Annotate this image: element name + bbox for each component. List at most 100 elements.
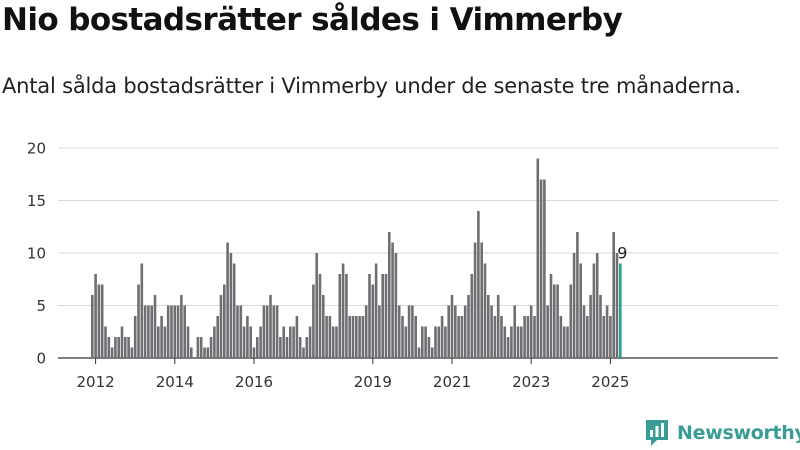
bar xyxy=(404,326,408,358)
bar xyxy=(140,263,144,358)
bar xyxy=(523,316,526,358)
bar xyxy=(256,337,259,358)
bar xyxy=(298,337,302,358)
bar xyxy=(526,316,530,358)
bar xyxy=(295,316,299,358)
bar xyxy=(163,326,167,358)
bar xyxy=(546,305,549,358)
bar xyxy=(318,274,322,358)
bar xyxy=(252,347,256,358)
bar xyxy=(543,179,546,358)
bar xyxy=(549,274,553,358)
bar xyxy=(582,305,586,358)
bar xyxy=(282,326,285,358)
bar xyxy=(157,326,160,358)
x-axis-ticks: 2012 2014 2016 2019 2021 2023 2025 xyxy=(77,358,629,391)
bar xyxy=(493,316,497,358)
bar xyxy=(173,305,177,358)
y-tick-label: 20 xyxy=(27,140,46,158)
bar xyxy=(397,305,401,358)
bar xyxy=(242,326,246,358)
bar xyxy=(137,284,140,358)
bar xyxy=(302,347,305,358)
bar xyxy=(180,295,183,358)
x-tick-label: 2019 xyxy=(354,373,392,391)
bar xyxy=(335,326,338,358)
bar xyxy=(325,316,328,358)
bar xyxy=(328,316,332,358)
bar xyxy=(414,316,417,358)
bar xyxy=(345,274,348,358)
bar xyxy=(110,347,114,358)
bar xyxy=(275,305,279,358)
bar xyxy=(279,337,282,358)
bar xyxy=(559,316,563,358)
bar xyxy=(127,337,130,358)
bar xyxy=(427,337,431,358)
bar xyxy=(529,305,533,358)
bar xyxy=(371,284,375,358)
bar xyxy=(536,158,540,358)
bar xyxy=(513,305,516,358)
bar xyxy=(572,253,576,358)
bar xyxy=(133,316,137,358)
bar xyxy=(553,284,556,358)
x-tick-label: 2021 xyxy=(433,373,471,391)
bar xyxy=(341,263,345,358)
bar xyxy=(219,295,223,358)
newsworthy-logo[interactable]: Newsworthy xyxy=(644,418,800,448)
bar xyxy=(358,316,361,358)
bar xyxy=(292,326,295,358)
bar xyxy=(506,337,510,358)
bar xyxy=(510,326,513,358)
bar xyxy=(120,326,124,358)
y-tick-label: 0 xyxy=(36,350,46,368)
bar xyxy=(229,253,233,358)
bar xyxy=(483,263,487,358)
bar xyxy=(236,305,239,358)
bar xyxy=(143,305,147,358)
bar xyxy=(239,305,243,358)
bar xyxy=(447,305,450,358)
bar xyxy=(480,242,483,358)
bar xyxy=(592,263,596,358)
chart-subtitle: Antal sålda bostadsrätter i Vimmerby und… xyxy=(2,74,741,98)
bar xyxy=(246,316,249,358)
bar xyxy=(401,316,404,358)
bar xyxy=(117,337,120,358)
bar xyxy=(378,305,381,358)
bar xyxy=(107,337,111,358)
bar xyxy=(186,326,190,358)
bar xyxy=(289,326,292,358)
bar xyxy=(539,179,543,358)
bar-latest xyxy=(619,263,622,358)
bar xyxy=(586,316,589,358)
bar xyxy=(124,337,127,358)
bar xyxy=(605,305,609,358)
bar xyxy=(496,295,500,358)
bar xyxy=(338,274,342,358)
bar xyxy=(147,305,150,358)
bar xyxy=(94,274,97,358)
bar xyxy=(556,284,559,358)
bar xyxy=(394,253,398,358)
bar xyxy=(374,263,378,358)
bar xyxy=(569,284,573,358)
bar xyxy=(609,316,612,358)
bar xyxy=(355,316,358,358)
bar xyxy=(407,305,411,358)
chart-title: Nio bostadsrätter såldes i Vimmerby xyxy=(2,2,623,38)
bar xyxy=(460,316,464,358)
bar xyxy=(388,232,391,358)
bar xyxy=(203,347,206,358)
bar xyxy=(500,316,503,358)
bar xyxy=(599,295,602,358)
bar xyxy=(285,337,289,358)
bar xyxy=(114,337,117,358)
bar xyxy=(160,316,163,358)
bar xyxy=(249,326,252,358)
bar xyxy=(190,347,193,358)
bar xyxy=(97,284,101,358)
newsworthy-logo-icon xyxy=(646,420,668,446)
bar xyxy=(272,305,276,358)
